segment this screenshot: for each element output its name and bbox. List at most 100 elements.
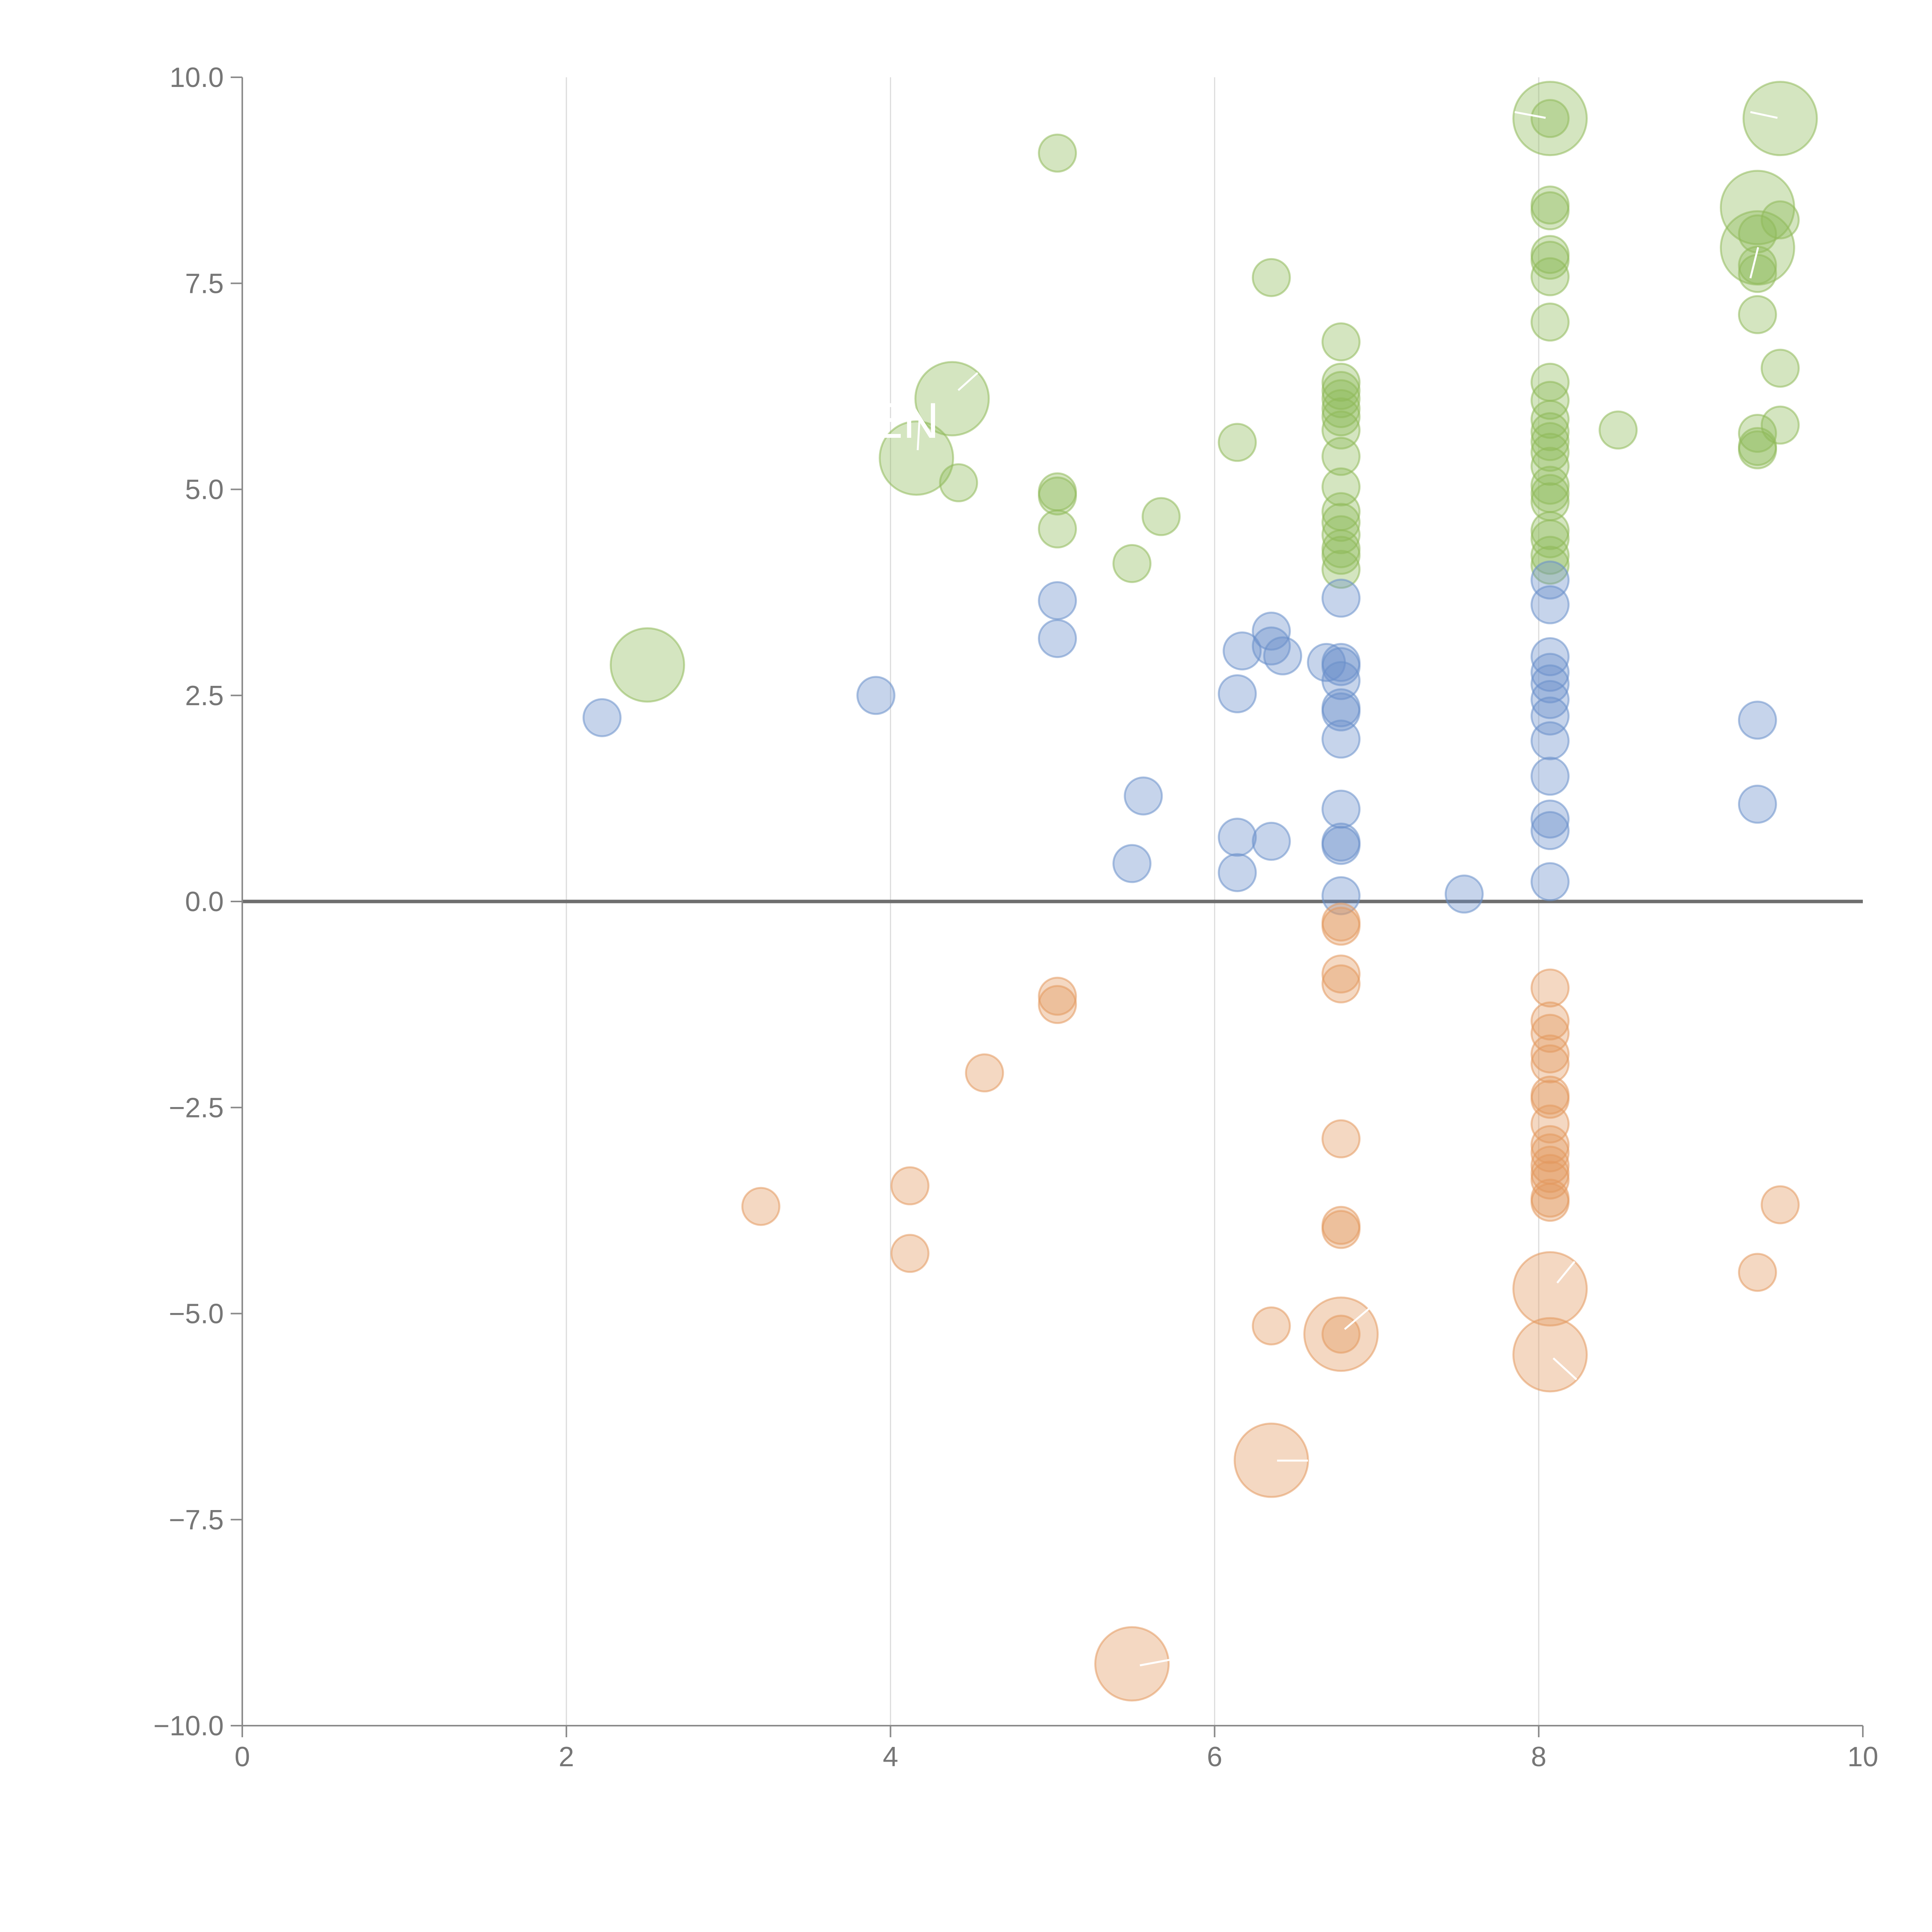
x-tick-label: 10 [1847, 1742, 1878, 1772]
orange-bubble [741, 1187, 781, 1226]
annotation-leader [1514, 111, 1546, 119]
x-tick-label: 6 [1207, 1742, 1222, 1772]
blue-bubble [1531, 862, 1570, 901]
green-bubble [1321, 549, 1361, 589]
green-bubble [1512, 81, 1588, 156]
orange-bubble [890, 1234, 930, 1273]
annotation-leader [1750, 111, 1778, 119]
x-tick-label: 0 [235, 1742, 250, 1772]
blue-bubble [1531, 811, 1570, 850]
orange-bubble [1531, 1125, 1570, 1164]
green-bubble [1531, 241, 1570, 280]
annotations: EN [869, 111, 1778, 1667]
green-bubble [1531, 546, 1570, 585]
blue-bubble [856, 676, 896, 715]
blue-bubble [1531, 637, 1570, 676]
green-bubble [1321, 322, 1361, 362]
green-bubble [1112, 544, 1152, 583]
blue-bubble [1321, 719, 1361, 759]
orange-bubble [1252, 1306, 1291, 1345]
blue-bubble [1738, 701, 1777, 740]
blue-bubble [1531, 721, 1570, 760]
green-bubble [1531, 433, 1570, 472]
blue-bubble [582, 698, 622, 737]
green-bubble [1531, 303, 1570, 342]
green-bubble [1738, 295, 1777, 334]
annotation-leader [917, 417, 921, 451]
blue-bubble [1321, 789, 1361, 829]
green-bubble [1738, 254, 1777, 293]
blue-bubble [1531, 680, 1570, 719]
annotation-leader [1553, 1357, 1577, 1380]
green-bubble [1218, 423, 1257, 462]
green-bubble [1252, 258, 1291, 297]
y-tick-label: 10.0 [170, 62, 224, 93]
blue-bubble [1321, 578, 1361, 618]
green-bubble [610, 627, 685, 703]
blue-bubble [1038, 581, 1077, 620]
orange-bubble [1531, 1183, 1570, 1222]
annotation-label: EN [869, 392, 939, 449]
orange-bubble [1038, 976, 1077, 1016]
green-bubble [1760, 349, 1800, 388]
y-tick-label: −10.0 [153, 1711, 224, 1742]
green-bubble [1760, 200, 1800, 240]
green-bubble [1738, 245, 1777, 285]
blue-bubble [1531, 757, 1570, 796]
green-bubble [879, 420, 954, 496]
orange-bubble [1233, 1422, 1309, 1498]
blue-bubble [1321, 826, 1361, 865]
orange-bubble [1531, 1104, 1570, 1144]
orange-bubble [1321, 954, 1361, 994]
green-bubble [1038, 509, 1077, 549]
green-bubble [1531, 466, 1570, 505]
y-tick-label: 5.0 [185, 474, 224, 505]
y-tick-label: 0.0 [185, 886, 224, 917]
green-bubble [1038, 133, 1077, 173]
orange-bubble [965, 1053, 1004, 1093]
orange-bubble [890, 1166, 930, 1206]
y-tick-label: 2.5 [185, 680, 224, 711]
blue-bubble [1218, 818, 1257, 857]
blue-bubble [1038, 619, 1077, 658]
green-bubble [1531, 400, 1570, 439]
blue-bubble [1252, 611, 1291, 651]
blue-bubble [1263, 636, 1303, 675]
x-tick-label: 2 [559, 1742, 574, 1772]
bubbles [582, 81, 1818, 1702]
orange-bubble [1738, 1253, 1777, 1292]
orange-bubble [1321, 1119, 1361, 1158]
annotation-leader [1749, 247, 1759, 279]
annotation-leader [1139, 1658, 1171, 1667]
green-bubble [1738, 430, 1777, 469]
blue-bubble [1531, 653, 1570, 692]
x-tick-label: 8 [1531, 1742, 1546, 1772]
blue-bubble [1531, 585, 1570, 624]
green-bubble [1531, 412, 1570, 451]
y-tick-label: −2.5 [169, 1092, 224, 1123]
green-bubble [1321, 536, 1361, 575]
blue-bubble [1218, 674, 1257, 713]
orange-bubble [1531, 1133, 1570, 1173]
orange-bubble [1321, 964, 1361, 1003]
blue-bubble [1252, 821, 1291, 861]
y-tick-label: −7.5 [169, 1505, 224, 1536]
green-bubble [1531, 191, 1570, 231]
orange-bubble [1094, 1626, 1170, 1702]
ticks: 0 2 4 6 8 10 10.0 7.5 5.0 2.5 0.0 −2.5 −5.0 −7.5 −10.0 [153, 62, 1878, 1772]
green-bubble [939, 463, 978, 502]
orange-bubble [1512, 1251, 1588, 1327]
green-bubble [1599, 410, 1638, 450]
blue-bubble [1531, 799, 1570, 839]
orange-bubble [1531, 1034, 1570, 1074]
orange-bubble [1321, 1210, 1361, 1249]
green-bubble [1321, 437, 1361, 476]
blue-bubble [1738, 784, 1777, 824]
annotation-leader [1344, 1307, 1371, 1330]
blue-bubble [1321, 661, 1361, 700]
blue-bubble [1321, 647, 1361, 686]
green-bubble [1321, 389, 1361, 428]
green-bubble [1531, 257, 1570, 296]
blue-bubble [1223, 631, 1262, 671]
